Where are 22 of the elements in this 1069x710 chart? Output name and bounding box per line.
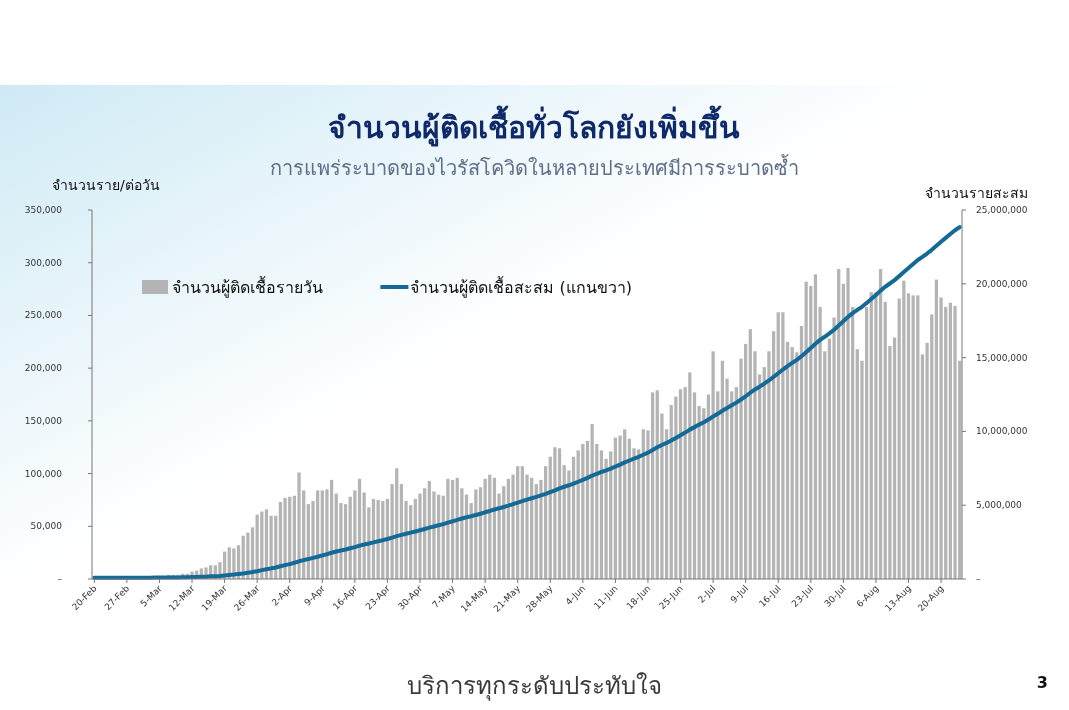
y-tick-label: 250,000 (24, 310, 63, 321)
y-tick-label: 150,000 (24, 415, 63, 426)
y2-axis-title: จำนวนรายสะสม (925, 185, 1028, 201)
y-tick-label: 300,000 (24, 257, 63, 268)
y-tick-label: 100,000 (24, 468, 63, 479)
text: บริการทุกระดับประทับใจ (406, 672, 662, 701)
y-axis-title: จำนวนราย/ต่อวัน (52, 177, 160, 193)
y-tick-label: 50,000 (30, 521, 63, 532)
y2-tick-label: 10,000,000 (976, 426, 1028, 437)
chart-title: จำนวนผู้ติดเชื้อทั่วโลกยังเพิ่มขึ้น (328, 105, 740, 147)
y2-tick-label: – (976, 574, 981, 584)
text: 3 (1036, 673, 1048, 692)
y2-tick-label: 5,000,000 (976, 500, 1023, 511)
y-tick-label: – (57, 574, 63, 584)
legend-label: จำนวนผู้ติดเชื้อรายวัน (172, 276, 323, 298)
chart-subtitle: การแพร่ระบาดของไวรัสโควิดในหลายประเทศมีการระบาดซ้ำ (269, 154, 799, 180)
y2-tick-label: 15,000,000 (976, 352, 1028, 363)
y2-tick-label: 20,000,000 (976, 278, 1028, 289)
y2-tick-label: 25,000,000 (976, 205, 1028, 215)
legend-label: จำนวนผู้ติดเชื้อสะสม (แกนขวา) (410, 276, 632, 298)
y-tick-label: 200,000 (24, 363, 63, 374)
y-tick-label: 350,000 (24, 205, 63, 215)
